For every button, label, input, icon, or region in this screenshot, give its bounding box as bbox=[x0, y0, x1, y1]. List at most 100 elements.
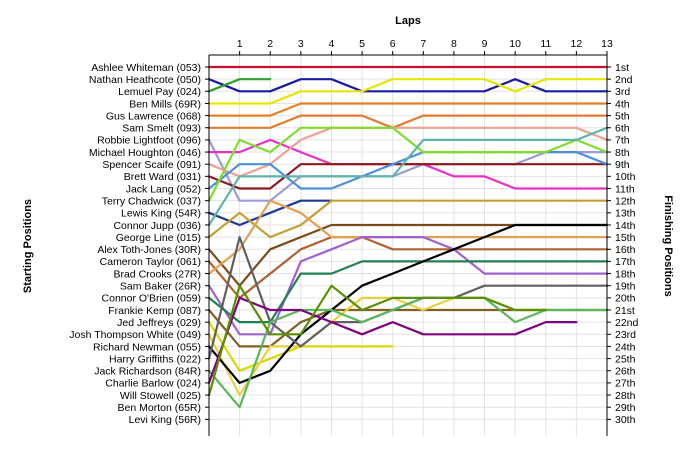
series-line-2 bbox=[207, 78, 609, 93]
series-line-27 bbox=[207, 296, 578, 384]
series-line-17 bbox=[207, 236, 609, 299]
finishing-position-label: 29th bbox=[615, 402, 636, 414]
finishing-position-label: 30th bbox=[615, 414, 636, 426]
series-line-3 bbox=[207, 78, 272, 93]
starting-position-label: Lemuel Pay (024) bbox=[118, 86, 201, 98]
lap-tick-label: 11 bbox=[540, 38, 551, 50]
lap-tick-label: 6 bbox=[390, 38, 396, 50]
finishing-position-label: 11th bbox=[615, 183, 635, 195]
finishing-position-label: 5th bbox=[615, 110, 630, 122]
right-axis-title: Finishing Positions bbox=[662, 195, 674, 296]
finishing-position-label: 8th bbox=[615, 147, 630, 159]
finishing-position-label: 14th bbox=[615, 220, 636, 232]
finishing-position-label: 7th bbox=[615, 135, 630, 147]
finishing-position-label: 20th bbox=[615, 293, 636, 305]
starting-position-label: Jed Jeffreys (029) bbox=[117, 317, 201, 329]
finishing-position-label: 16th bbox=[615, 244, 636, 256]
series-line-28 bbox=[207, 284, 547, 397]
starting-position-label: Cameron Taylor (061) bbox=[100, 256, 201, 268]
starting-position-label: Alex Toth-Jones (30R) bbox=[97, 244, 201, 256]
series-line-14 bbox=[207, 126, 609, 227]
starting-position-label: Brad Crooks (27R) bbox=[113, 268, 201, 280]
series-lines bbox=[207, 65, 609, 409]
finishing-position-label: 12th bbox=[615, 195, 636, 207]
starting-position-label: Ben Morton (65R) bbox=[118, 402, 201, 414]
starting-position-label: Frankie Kemp (087) bbox=[108, 305, 201, 317]
series-line-10 bbox=[207, 163, 609, 190]
series-line-26 bbox=[207, 296, 609, 409]
starting-position-label: Jack Richardson (84R) bbox=[94, 366, 201, 378]
left-axis-title: Starting Positions bbox=[22, 199, 34, 293]
finishing-position-label: 19th bbox=[615, 281, 636, 293]
finishing-position-label: 13th bbox=[615, 208, 636, 220]
lap-tick-label: 3 bbox=[298, 38, 304, 50]
starting-position-label: Sam Smelt (093) bbox=[122, 123, 201, 135]
grid bbox=[209, 55, 608, 436]
lap-tick-label: 9 bbox=[482, 38, 488, 50]
x-axis-title: Laps bbox=[395, 15, 421, 27]
finishing-position-label: 27th bbox=[615, 378, 636, 390]
finishing-position-label: 4th bbox=[615, 98, 630, 110]
lap-tick-label: 8 bbox=[451, 38, 457, 50]
axes bbox=[205, 51, 611, 436]
series-line-20 bbox=[207, 260, 609, 324]
series-line-12 bbox=[207, 126, 609, 202]
finishing-position-label: 9th bbox=[615, 159, 630, 171]
series-line-4 bbox=[207, 78, 609, 105]
lap-tick-label: 10 bbox=[509, 38, 521, 50]
starting-position-label: Josh Thompson White (049) bbox=[69, 329, 201, 341]
series-line-24 bbox=[207, 223, 609, 384]
starting-position-label: Robbie Lightfoot (096) bbox=[97, 135, 201, 147]
series-line-9 bbox=[207, 126, 609, 178]
lap-tick-label: 13 bbox=[601, 38, 613, 50]
finishing-position-label: 26th bbox=[615, 366, 636, 378]
starting-position-label: Levi King (56R) bbox=[129, 414, 201, 426]
lap-tick-label: 5 bbox=[359, 38, 365, 50]
finishing-position-label: 24th bbox=[615, 341, 636, 353]
starting-position-label: Spencer Scaife (091) bbox=[102, 159, 201, 171]
finishing-position-label: 1st bbox=[615, 62, 629, 74]
starting-position-label: Richard Newman (055) bbox=[93, 341, 201, 353]
finishing-position-label: 28th bbox=[615, 390, 636, 402]
starting-position-label: Lewis King (54R) bbox=[121, 208, 201, 220]
series-line-6 bbox=[207, 114, 609, 129]
starting-position-label: Harry Griffiths (022) bbox=[109, 353, 201, 365]
starting-position-label: Brett Ward (031) bbox=[124, 171, 201, 183]
finishing-position-label: 6th bbox=[615, 123, 630, 135]
finishing-position-label: 25th bbox=[615, 353, 636, 365]
finishing-position-label: 2nd bbox=[615, 74, 633, 86]
series-line-5 bbox=[207, 102, 609, 117]
finishing-position-label: 23rd bbox=[615, 329, 636, 341]
starting-position-label: Gus Lawrence (068) bbox=[106, 110, 201, 122]
starting-position-label: Nathan Heathcote (050) bbox=[89, 74, 201, 86]
finishing-position-label: 18th bbox=[615, 268, 636, 280]
starting-position-label: Will Stowell (025) bbox=[120, 390, 201, 402]
lap-tick-label: 4 bbox=[329, 38, 335, 50]
starting-position-label: Michael Houghton (046) bbox=[89, 147, 201, 159]
plot-area bbox=[209, 55, 607, 436]
lap-tick-label: 1 bbox=[237, 38, 243, 50]
finishing-position-label: 3rd bbox=[615, 86, 630, 98]
starting-position-label: Terry Chadwick (037) bbox=[102, 195, 201, 207]
starting-position-label: Ben Mills (69R) bbox=[129, 98, 201, 110]
starting-position-label: Connor O'Brien (059) bbox=[102, 293, 201, 305]
starting-position-label: Sam Baker (26R) bbox=[120, 281, 201, 293]
lap-tick-label: 2 bbox=[267, 38, 273, 50]
starting-position-label: Jack Lang (052) bbox=[126, 183, 201, 195]
starting-position-label: Ashlee Whiteman (053) bbox=[91, 62, 201, 74]
series-line-7 bbox=[207, 138, 609, 202]
finishing-position-label: 15th bbox=[615, 232, 636, 244]
series-line-15 bbox=[207, 199, 609, 239]
starting-position-label: George Line (015) bbox=[116, 232, 201, 244]
series-line-19 bbox=[207, 236, 609, 336]
finishing-position-label: 22nd bbox=[615, 317, 639, 329]
starting-position-label: Connor Jupp (036) bbox=[113, 220, 201, 232]
lap-tick-label: 7 bbox=[420, 38, 426, 50]
finishing-position-label: 10th bbox=[615, 171, 636, 183]
finishing-position-label: 17th bbox=[615, 256, 636, 268]
finishing-position-label: 21st bbox=[615, 305, 635, 317]
starting-position-label: Charlie Barlow (024) bbox=[105, 378, 201, 390]
lap-tick-label: 12 bbox=[571, 38, 583, 50]
